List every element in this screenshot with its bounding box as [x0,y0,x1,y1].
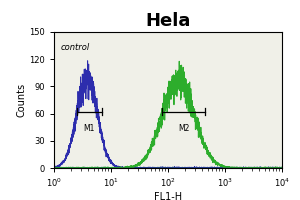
Y-axis label: Counts: Counts [16,83,26,117]
X-axis label: FL1-H: FL1-H [154,192,182,200]
Text: control: control [61,43,90,52]
Text: M1: M1 [84,124,95,133]
Text: M2: M2 [178,124,190,133]
Title: Hela: Hela [145,12,191,30]
